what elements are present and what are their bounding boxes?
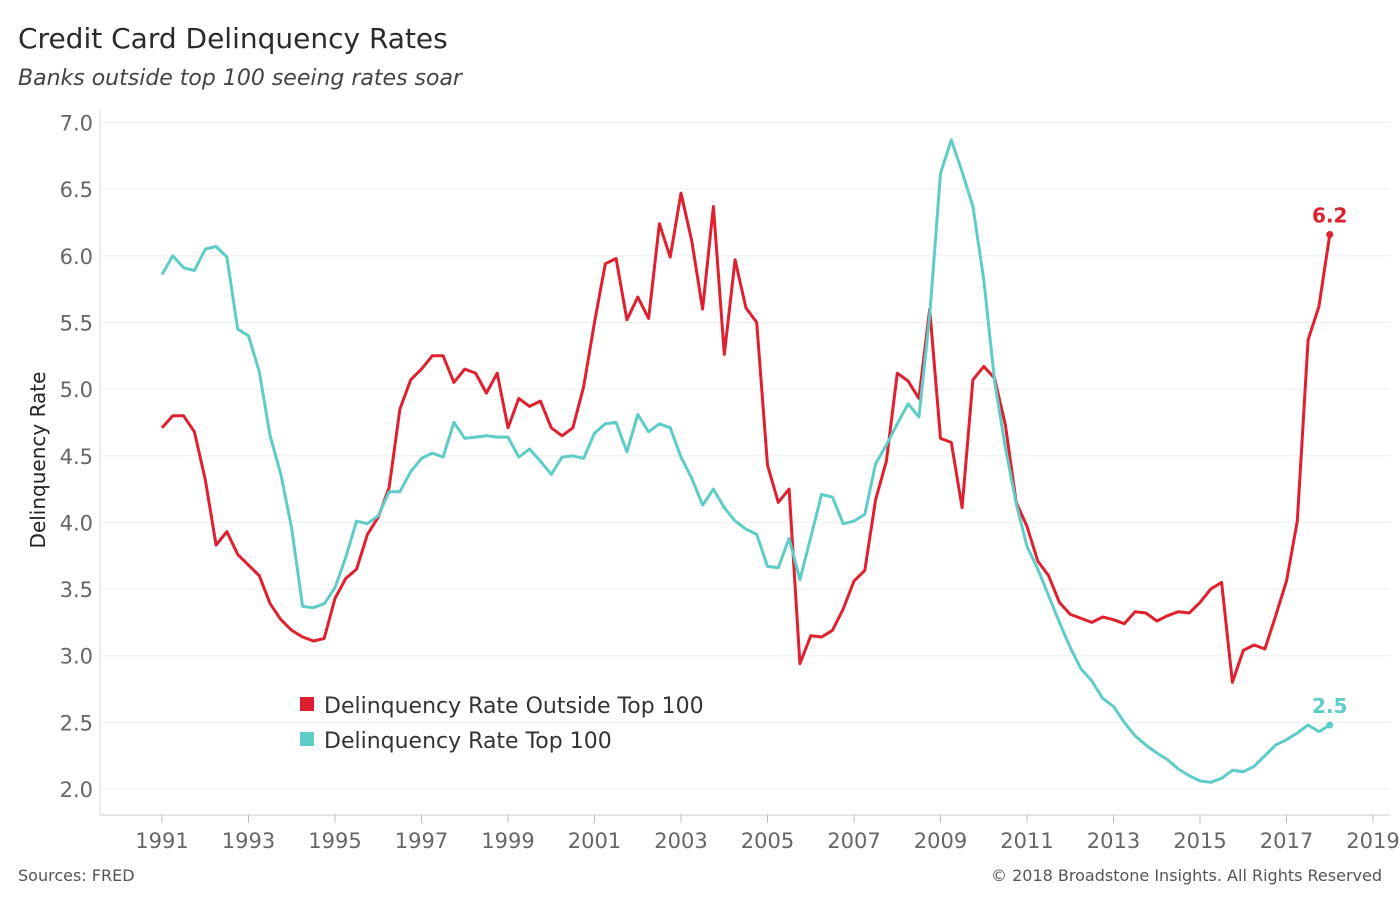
legend-swatch: [300, 697, 314, 711]
x-tick-label: 1991: [135, 829, 188, 853]
y-tick-label: 2.5: [60, 711, 93, 735]
chart-title: Credit Card Delinquency Rates: [18, 22, 448, 55]
x-tick-label: 1993: [222, 829, 275, 853]
x-tick-label: 1995: [308, 829, 361, 853]
x-tick-label: 1997: [395, 829, 448, 853]
y-tick-label: 6.0: [60, 245, 93, 269]
legend-label: Delinquency Rate Top 100: [324, 729, 612, 754]
x-tick-label: 1999: [481, 829, 534, 853]
x-tick-label: 2015: [1173, 829, 1226, 853]
series-end-point: [1326, 721, 1334, 729]
y-tick-label: 2.0: [60, 778, 93, 802]
y-tick-label: 5.5: [60, 311, 93, 335]
legend-swatch: [300, 732, 314, 746]
axes: 7.0 6.5 6.0 5.5 5.0 4.5 4.0 3.5 3.0 2.5 2.0 1991 199…: [60, 110, 1400, 853]
y-tick-label: 6.5: [60, 178, 93, 202]
x-tick-label: 2003: [654, 829, 707, 853]
y-tick-label: 3.0: [60, 645, 93, 669]
y-tick-label: 7.0: [60, 112, 93, 136]
x-tick-label: 2017: [1260, 829, 1313, 853]
series-line-1: [160, 138, 1331, 784]
chart-subtitle: Banks outside top 100 seeing rates soar: [18, 66, 462, 91]
x-tick-label: 2019: [1346, 829, 1399, 853]
series-end-label: 6.2: [1312, 203, 1347, 227]
y-tick-label: 5.0: [60, 378, 93, 402]
series-end-point: [1326, 230, 1334, 238]
y-axis-label: Delinquency Rate: [26, 372, 50, 549]
series-line-0: [160, 191, 1332, 684]
x-tick-label: 2005: [741, 829, 794, 853]
x-tick-label: 2011: [1000, 829, 1053, 853]
copyright-note: © 2018 Broadstone Insights. All Rights R…: [991, 866, 1382, 885]
gridlines: [100, 122, 1390, 790]
legend: Delinquency Rate Outside Top 100 Delinque…: [300, 694, 704, 754]
x-tick-label: 2009: [914, 829, 967, 853]
x-tick-label: 2007: [827, 829, 880, 853]
y-tick-label: 4.5: [60, 445, 93, 469]
x-tick-label: 2013: [1087, 829, 1140, 853]
series-lines: 6.2 2.5: [160, 138, 1347, 784]
y-tick-label: 3.5: [60, 578, 93, 602]
y-tick-label: 4.0: [60, 511, 93, 535]
x-tick-label: 2001: [568, 829, 621, 853]
source-note: Sources: FRED: [18, 866, 135, 885]
series-end-label: 2.5: [1312, 694, 1347, 718]
legend-label: Delinquency Rate Outside Top 100: [324, 694, 704, 719]
